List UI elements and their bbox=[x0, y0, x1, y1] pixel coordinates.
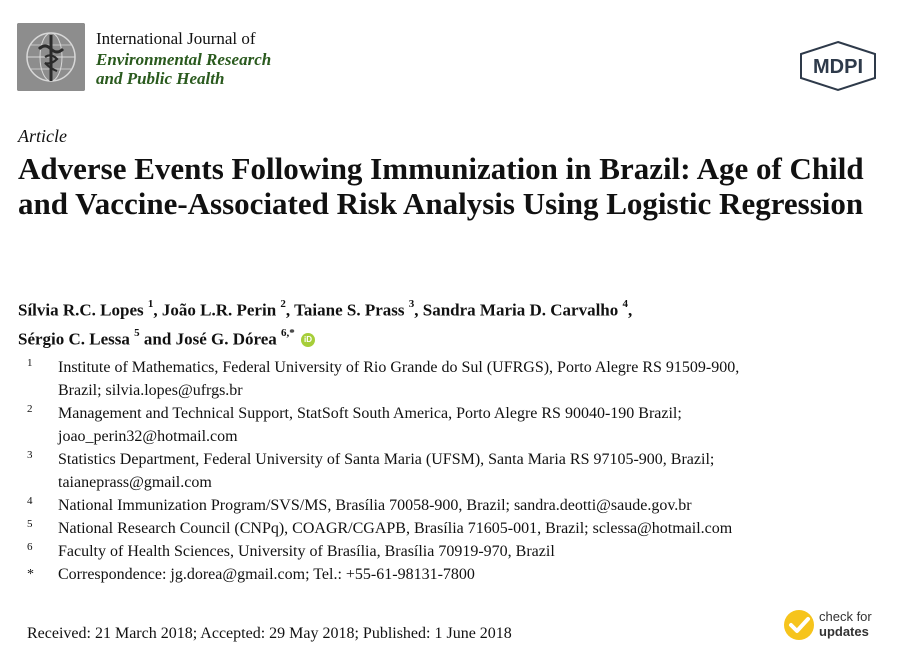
check-for-updates-button[interactable]: check for updates bbox=[782, 607, 892, 643]
mdpi-logo: MDPI bbox=[797, 40, 879, 92]
author-name: José G. Dórea bbox=[175, 329, 277, 349]
journal-prefix: International Journal of bbox=[96, 29, 256, 48]
author-affiliation: 1 bbox=[147, 298, 154, 310]
affiliation-item: 2 Management and Technical Support, Stat… bbox=[27, 402, 887, 448]
affiliation-number: 2 bbox=[27, 403, 33, 415]
check-for-updates-icon bbox=[784, 610, 814, 640]
affiliation-number: 6 bbox=[27, 541, 33, 553]
orcid-icon[interactable]: iD bbox=[301, 333, 316, 348]
author-name: Sílvia R.C. Lopes bbox=[18, 300, 144, 320]
correspondence-text: Correspondence: jg.dorea@gmail.com; Tel.… bbox=[58, 566, 475, 583]
affiliation-text-cont: Brazil; silvia.lopes@ufrgs.br bbox=[58, 382, 243, 399]
author-affiliation: 3 bbox=[408, 298, 415, 310]
author-affiliation: 6,* bbox=[281, 326, 295, 339]
affiliation-text: Institute of Mathematics, Federal Univer… bbox=[58, 359, 740, 376]
author-affiliation: 4 bbox=[622, 298, 629, 310]
check-for-updates-label: check for bbox=[819, 609, 872, 624]
affiliation-list: 1 Institute of Mathematics, Federal Univ… bbox=[27, 356, 887, 586]
correspondence-marker: * bbox=[27, 567, 34, 582]
author-affiliation: 5 bbox=[134, 326, 140, 339]
mdpi-logo-text: MDPI bbox=[813, 56, 863, 78]
author-affiliation: 2 bbox=[280, 298, 286, 310]
affiliation-number: 3 bbox=[27, 449, 33, 461]
affiliation-number: 4 bbox=[27, 495, 33, 507]
affiliation-number: 1 bbox=[27, 357, 33, 369]
affiliation-text-cont: taianeprass@gmail.com bbox=[58, 474, 212, 491]
author-name: João L.R. Perin bbox=[161, 300, 277, 320]
correspondence-item: * Correspondence: jg.dorea@gmail.com; Te… bbox=[27, 563, 887, 586]
journal-name-line1: Environmental Research bbox=[96, 50, 272, 69]
journal-logo bbox=[17, 23, 85, 91]
affiliation-text: Faculty of Health Sciences, University o… bbox=[58, 543, 555, 560]
affiliation-item: 1 Institute of Mathematics, Federal Univ… bbox=[27, 356, 887, 402]
author-list: Sílvia R.C. Lopes 1, João L.R. Perin 2, … bbox=[18, 294, 888, 351]
article-type: Article bbox=[18, 126, 67, 146]
author-connector: and bbox=[143, 329, 172, 349]
globe-caduceus-icon bbox=[17, 23, 85, 91]
author-line-2: Sérgio C. Lessa 5 and José G. Dórea 6,* … bbox=[18, 323, 888, 352]
affiliation-item: 6 Faculty of Health Sciences, University… bbox=[27, 540, 887, 563]
affiliation-number: 5 bbox=[27, 518, 33, 530]
paper-title: Adverse Events Following Immunization in… bbox=[18, 151, 864, 221]
author-name: Sérgio C. Lessa bbox=[18, 329, 130, 349]
affiliation-text: Management and Technical Support, StatSo… bbox=[58, 405, 682, 422]
journal-name-line2: and Public Health bbox=[96, 69, 225, 88]
journal-name: Environmental Research and Public Health bbox=[96, 50, 271, 88]
affiliation-text: National Research Council (CNPq), COAGR/… bbox=[58, 520, 733, 537]
affiliation-text: National Immunization Program/SVS/MS, Br… bbox=[58, 497, 692, 514]
affiliation-text-cont: joao_perin32@hotmail.com bbox=[58, 428, 238, 445]
author-name: Taiane S. Prass bbox=[294, 300, 405, 320]
affiliation-text: Statistics Department, Federal Universit… bbox=[58, 451, 715, 468]
affiliation-item: 4 National Immunization Program/SVS/MS, … bbox=[27, 494, 887, 517]
affiliation-item: 5 National Research Council (CNPq), COAG… bbox=[27, 517, 887, 540]
author-name: Sandra Maria D. Carvalho bbox=[422, 300, 619, 320]
publication-dates: Received: 21 March 2018; Accepted: 29 Ma… bbox=[27, 625, 512, 642]
affiliation-item: 3 Statistics Department, Federal Univers… bbox=[27, 448, 887, 494]
check-for-updates-label-bold: updates bbox=[819, 624, 869, 639]
author-line-1: Sílvia R.C. Lopes 1, João L.R. Perin 2, … bbox=[18, 298, 633, 320]
